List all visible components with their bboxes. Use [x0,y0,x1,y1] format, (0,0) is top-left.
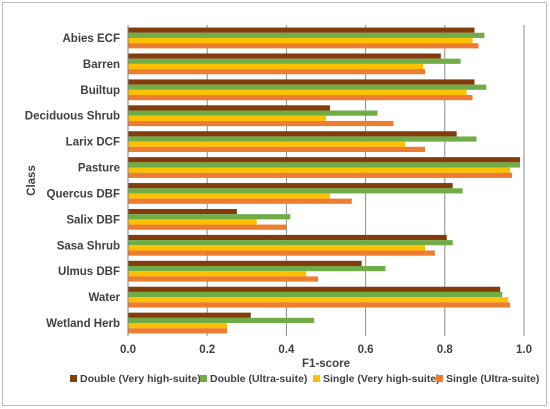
category-label: Deciduous Shrub [25,111,120,123]
bar [128,323,227,329]
bar [128,208,237,215]
bar [128,240,453,246]
bar [128,131,457,137]
legend-label: Single (Ultra-suite) [446,373,539,385]
bar [128,89,467,95]
legend-swatch [313,375,320,382]
bar [128,214,291,220]
bar [128,312,251,318]
bar [128,27,475,33]
bar [128,219,257,225]
bar [128,328,227,334]
bar [128,286,501,292]
legend-swatch [70,375,77,382]
bar [128,58,461,64]
bar [128,167,511,173]
legend-swatch [200,375,207,382]
bar [128,234,447,241]
bars [128,27,521,334]
x-tick-label: 0.6 [358,344,374,356]
bar [128,271,307,277]
category-label: Salix DBF [66,214,120,226]
category-label: Sasa Shrub [57,240,120,252]
legend: Double (Very high-suite) Double (Ultra-su… [70,373,539,385]
bar [128,84,487,90]
bar [128,115,326,121]
bar [128,146,425,153]
y-axis-label: Class [26,165,38,196]
bar [128,297,509,303]
legend-label: Double (Very high-suite) [80,373,201,385]
x-tick-label: 1.0 [516,344,532,356]
x-tick-label: 0.4 [278,344,295,356]
legend-label: Double (Ultra-suite) [210,373,307,385]
bar [128,162,521,168]
x-tick-label: 0.8 [437,344,454,356]
category-label: Quercus DBF [47,188,121,200]
bar [128,69,425,75]
bar [128,302,511,308]
bar [128,266,386,272]
bar [128,63,424,70]
category-label: Builtup [80,85,120,97]
bar [128,250,435,256]
x-tick-label: 0.2 [199,344,215,356]
bar [128,193,330,199]
bar [128,43,479,49]
legend-swatch [436,375,443,382]
bar [128,224,287,230]
bar [128,37,473,44]
bar [128,172,513,178]
x-tick-label: 0.0 [120,344,136,356]
bar [128,245,425,251]
category-label: Larix DCF [66,137,120,149]
bar [128,105,330,111]
bar [128,79,475,85]
bar [128,141,406,147]
x-tick-labels: 0.0 0.2 0.4 0.6 0.8 1.0 [120,344,532,356]
bar [128,53,441,59]
x-axis-label: F1-score [302,358,350,370]
bar [128,183,453,189]
bar [128,136,477,142]
bar [128,260,362,267]
bar [128,291,503,298]
category-label: Water [88,292,120,304]
bar [128,120,394,127]
bar [128,32,485,38]
bar [128,198,352,204]
category-label: Pasture [78,163,120,175]
bar [128,276,319,282]
bar [128,317,315,324]
bar [128,94,473,101]
bar [128,110,378,116]
category-label: Barren [83,59,120,71]
category-label: Ulmus DBF [58,266,120,278]
legend-label: Single (Very high-suite) [323,373,440,385]
bar [128,157,521,163]
category-label: Wetland Herb [46,318,120,330]
category-label: Abies ECF [62,33,120,45]
category-labels: Abies ECF Barren Builtup Deciduous Shrub Lar… [25,33,121,330]
bar [128,188,463,194]
